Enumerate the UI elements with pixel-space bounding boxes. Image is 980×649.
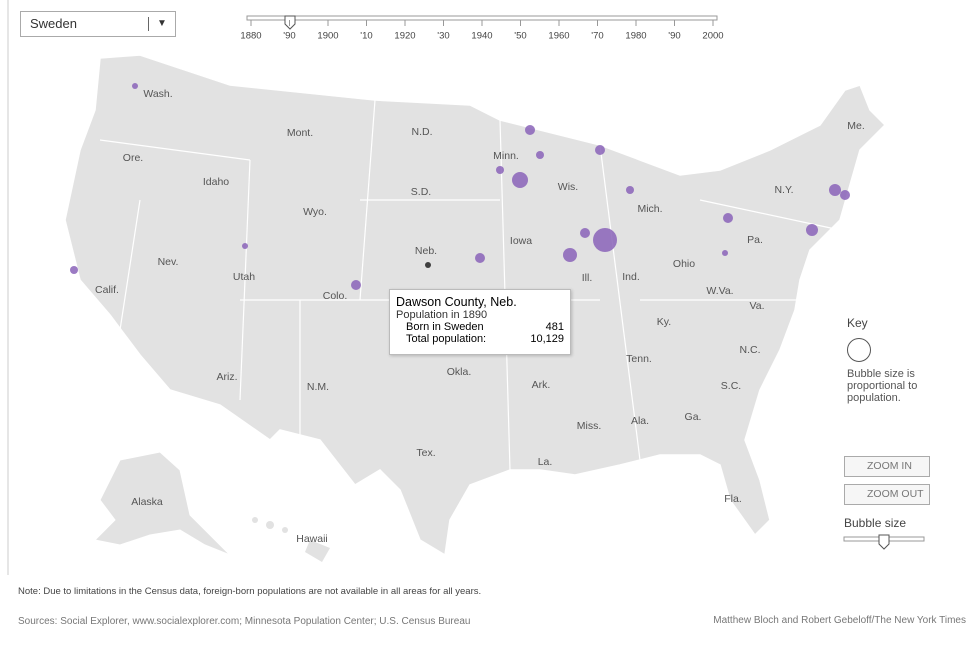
state-label: Va. (750, 300, 765, 312)
slider-handle[interactable] (878, 534, 890, 550)
timeline-label: 1980 (625, 31, 646, 42)
key-circle (847, 338, 871, 362)
alaska (93, 451, 231, 556)
bubble-slider[interactable] (842, 532, 932, 552)
state-label: Ill. (582, 272, 593, 284)
state-label: Miss. (577, 420, 602, 432)
tooltip-subtitle: Population in 1890 (396, 309, 488, 321)
state-label: Alaska (131, 496, 163, 508)
state-label: Ore. (123, 152, 143, 164)
state-label: Wyo. (303, 206, 327, 218)
timeline-label: '10 (360, 31, 372, 42)
state-label: Okla. (447, 366, 472, 378)
state-label: Calif. (95, 284, 119, 296)
timeline-track (246, 15, 718, 21)
state-label: Ohio (673, 258, 695, 270)
credit: Matthew Bloch and Robert Gebeloff/The Ne… (713, 615, 966, 626)
state-label: Nev. (158, 256, 179, 268)
state-label: Ky. (657, 316, 671, 328)
state-label: Me. (847, 120, 865, 132)
timeline-label: 1960 (548, 31, 569, 42)
state-label: Hawaii (296, 533, 328, 545)
state-label: La. (538, 456, 553, 468)
state-label: Colo. (323, 290, 348, 302)
state-label: S.D. (411, 186, 431, 198)
state-label: Idaho (203, 176, 229, 188)
tooltip-row: Born in Sweden 481 (396, 321, 564, 333)
button-label: ZOOM OUT (867, 488, 924, 500)
state-label: N.Y. (774, 184, 793, 196)
country-select[interactable]: Sweden ▼ (20, 11, 176, 37)
state-label: Ark. (532, 379, 551, 391)
state-label: N.C. (740, 344, 761, 356)
note: Note: Due to limitations in the Census d… (18, 586, 482, 597)
state-label: Mich. (637, 203, 662, 215)
state-label: Wash. (143, 88, 172, 100)
timeline-label: 1880 (240, 31, 261, 42)
timeline-label: '50 (514, 31, 526, 42)
select-arrow: ▼ (148, 17, 175, 31)
timeline-label: '90 (668, 31, 680, 42)
sources: Sources: Social Explorer, www.socialexpl… (18, 616, 471, 627)
timeline-label: 1900 (317, 31, 338, 42)
timeline-label: 1940 (471, 31, 492, 42)
state-label: Ga. (685, 411, 702, 423)
state-label: Mont. (287, 127, 313, 139)
state-label: Ind. (622, 271, 640, 283)
row-label: Total population: (406, 333, 487, 345)
timeline-label: 1920 (394, 31, 415, 42)
state-label: Tenn. (626, 353, 652, 365)
key: Key Bubble size is proportional to popul… (847, 316, 947, 404)
tooltip-title: Dawson County, Neb. (396, 295, 517, 309)
state-label: Utah (233, 271, 255, 283)
hawaii (252, 517, 330, 562)
timeline-label: 2000 (702, 31, 723, 42)
select-value: Sweden (30, 16, 77, 31)
timeline-label: '90 (283, 31, 295, 42)
row-value: 481 (545, 321, 564, 333)
state-label: S.C. (721, 380, 741, 392)
state-label: Tex. (416, 447, 435, 459)
timeline-label: '70 (591, 31, 603, 42)
state-borders (99, 99, 841, 471)
state-label: Pa. (747, 234, 763, 246)
zoom-in[interactable]: ZOOM IN (844, 456, 930, 477)
key-text: Bubble size is proportional to populatio… (847, 368, 918, 404)
zoom-out[interactable]: ZOOM OUT (844, 484, 930, 505)
state-label: Iowa (510, 235, 532, 247)
state-label: Minn. (493, 150, 519, 162)
timeline-label: '30 (437, 31, 449, 42)
state-label: Wis. (558, 181, 578, 193)
state-label: Ala. (631, 415, 649, 427)
state-label: W.Va. (706, 285, 733, 297)
bubble-size-label: Bubble size (844, 516, 907, 530)
state-label: Fla. (724, 493, 742, 505)
button-label: ZOOM IN (867, 460, 912, 472)
state-label: N.M. (307, 381, 329, 393)
state-label: Ariz. (217, 371, 238, 383)
row-label: Born in Sweden (406, 321, 484, 333)
timeline[interactable]: 1880 '90 1900 '10 1920 '30 1940 '50 1960 '70 1980 '… (240, 15, 724, 42)
state-label: N.D. (412, 126, 433, 138)
tooltip: Dawson County, Neb. Population in 1890 B… (389, 289, 571, 355)
tooltip-row: Total population: 10,129 (396, 333, 564, 345)
key-title: Key (847, 316, 868, 330)
bubbles (70, 83, 850, 290)
row-value: 10,129 (530, 333, 564, 345)
state-label: Neb. (415, 245, 437, 257)
